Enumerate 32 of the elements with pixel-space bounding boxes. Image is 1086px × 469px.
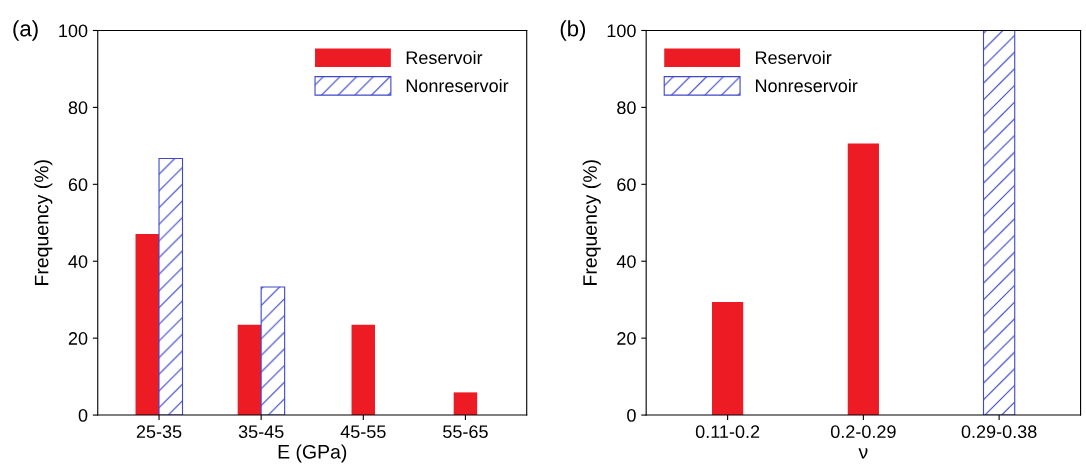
x-axis-title: E (GPa) [278,444,347,463]
y-tick-label: 80 [617,101,636,115]
legend-label: Reservoir [406,50,483,65]
legend-label: Nonreservoir [755,78,858,93]
y-axis-title: Frequency (%) [582,160,601,285]
y-tick-label: 40 [616,255,636,268]
y-axis-title: Frequency (%) [34,160,53,285]
y-tick-label: 100 [607,24,636,38]
y-tick-label: 40 [68,255,88,268]
x-axis-title: ν [858,448,868,459]
y-tick-label: 20 [617,332,636,345]
legend-label: Nonreservoir [406,78,509,93]
y-tick-label: 20 [68,332,88,345]
legend-label: Reservoir [755,50,832,65]
bar [847,143,879,416]
text: (b) [560,20,586,41]
x-tick-label: 0.2-0.29 [830,425,896,439]
bar [712,302,744,416]
y-tick-label: 0 [78,409,88,422]
y-tick-label: 60 [68,178,88,192]
text: (a) [13,20,38,41]
x-tick-label: 55-65 [443,425,488,439]
x-tick-label: 0.29-0.38 [961,425,1037,439]
x-tick-label: 0.11-0.2 [695,425,760,439]
x-tick-label: 35-45 [238,425,284,439]
y-tick-label: 0 [627,409,636,422]
y-tick-label: 100 [59,24,88,38]
x-tick-label: 45-55 [340,425,386,439]
y-tick-label: 60 [617,178,636,192]
y-tick-label: 80 [68,101,88,115]
x-tick-label: 25-35 [136,425,182,439]
bar [982,30,1016,416]
